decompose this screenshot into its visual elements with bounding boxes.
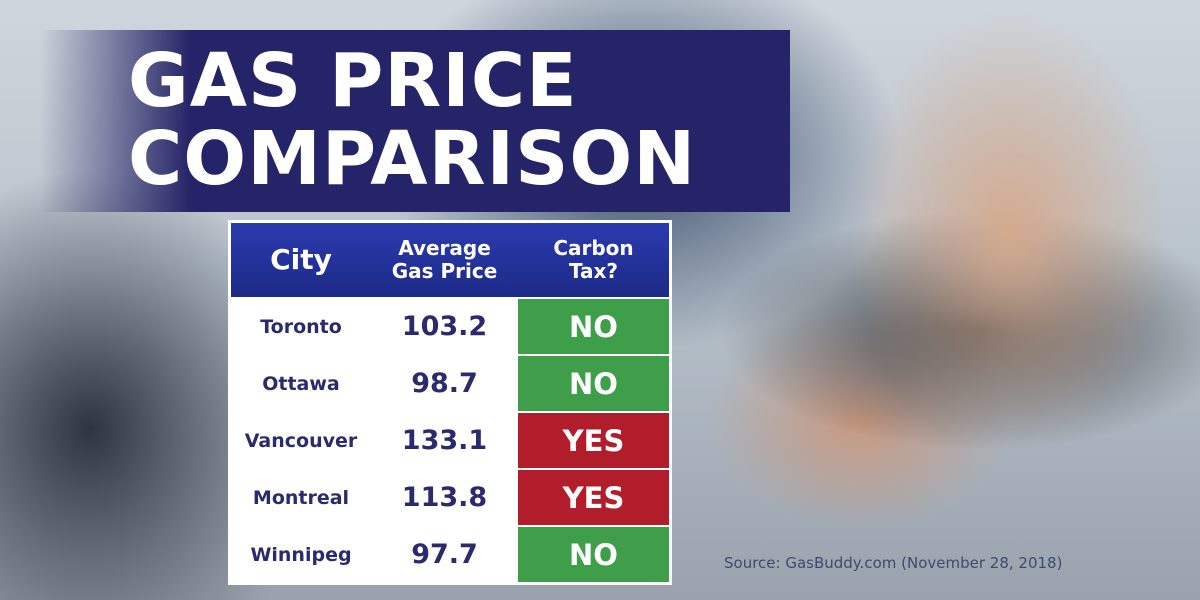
price-cell: 97.7 bbox=[373, 527, 516, 582]
city-cell: Vancouver bbox=[231, 413, 371, 468]
title-banner bbox=[40, 30, 790, 212]
city-cell: Toronto bbox=[231, 299, 371, 354]
column-header: Carbon Tax? bbox=[553, 236, 634, 283]
column-header: City bbox=[270, 242, 332, 276]
table-row: Ottawa 98.7 NO bbox=[231, 356, 669, 411]
carbon-tax-cell: YES bbox=[518, 413, 669, 468]
carbon-tax-cell: NO bbox=[518, 299, 669, 354]
column-header: Average Gas Price bbox=[391, 236, 498, 283]
title: COMPARISON bbox=[128, 116, 697, 202]
title: GAS PRICE bbox=[128, 38, 578, 124]
price-cell: 98.7 bbox=[373, 356, 516, 411]
table-row: Vancouver 133.1 YES bbox=[231, 413, 669, 468]
source-note: Source: GasBuddy.com (November 28, 2018) bbox=[724, 554, 1063, 572]
price-cell: 103.2 bbox=[373, 299, 516, 354]
carbon-tax-cell: YES bbox=[518, 470, 669, 525]
price-cell: 113.8 bbox=[373, 470, 516, 525]
city-cell: Montreal bbox=[231, 470, 371, 525]
price-cell: 133.1 bbox=[373, 413, 516, 468]
city-cell: Ottawa bbox=[231, 356, 371, 411]
table: City Average Gas Price Carbon Tax? Toronto 1… bbox=[228, 220, 672, 585]
header-row: City Average Gas Price Carbon Tax? bbox=[231, 223, 669, 297]
carbon-tax-cell: NO bbox=[518, 527, 669, 582]
table-row: Montreal 113.8 YES bbox=[231, 470, 669, 525]
table-row: Toronto 103.2 NO bbox=[231, 299, 669, 354]
carbon-tax-cell: NO bbox=[518, 356, 669, 411]
city-cell: Winnipeg bbox=[231, 527, 371, 582]
table-row: Winnipeg 97.7 NO bbox=[231, 527, 669, 582]
